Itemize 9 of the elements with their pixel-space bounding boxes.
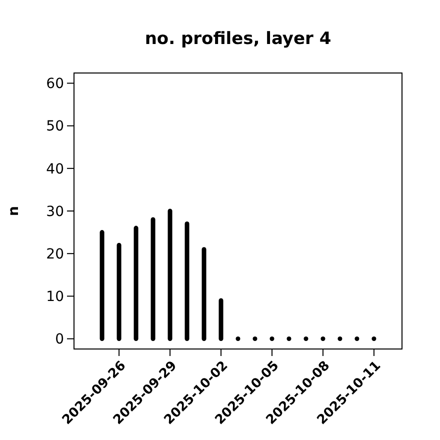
chart-title: no. profiles, layer 4 <box>144 29 332 49</box>
y-tick-label: 30 <box>46 204 64 220</box>
y-tick-label: 60 <box>46 76 64 92</box>
y-axis-title: n <box>6 206 22 216</box>
y-tick-label: 50 <box>46 118 64 135</box>
y-tick-label: 40 <box>46 161 64 178</box>
y-tick-label: 20 <box>46 246 64 262</box>
y-tick-label: 10 <box>46 289 64 306</box>
y-tick-label: 0 <box>55 332 64 348</box>
